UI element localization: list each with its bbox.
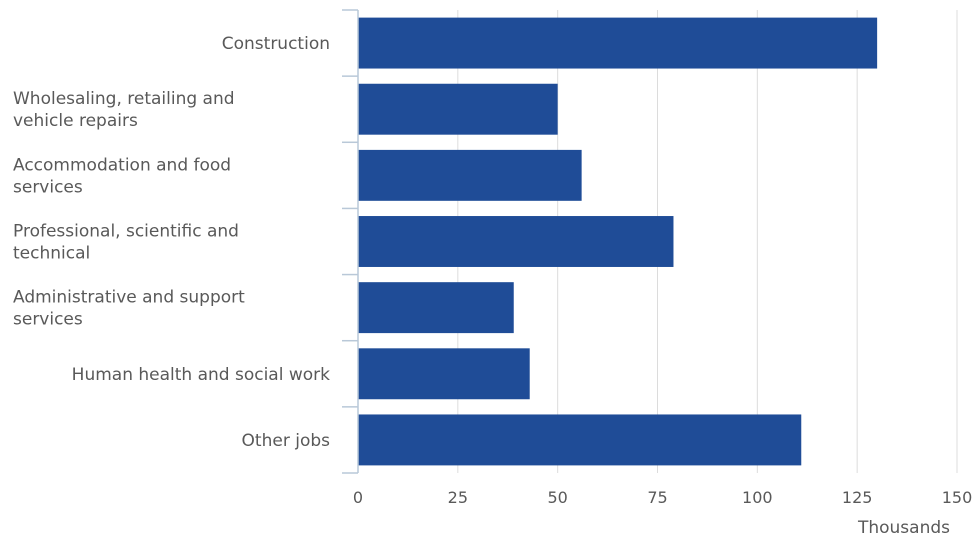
category-label-line: technical	[13, 244, 90, 264]
x-axis-title: Thousands	[857, 518, 950, 538]
category-labels: Construction Wholesaling, retailing and ve…	[13, 34, 330, 451]
category-label-line: services	[13, 177, 83, 197]
bar-4	[358, 216, 674, 267]
category-label-line: Administrative and support	[13, 288, 245, 308]
x-tick-label-0: 0	[353, 488, 363, 507]
x-tick-label-75: 75	[647, 488, 667, 507]
bar-5	[358, 282, 514, 334]
category-label-line: services	[13, 310, 83, 330]
category-label-line: Other jobs	[242, 431, 331, 451]
category-label-line: Wholesaling, retailing and	[13, 89, 235, 109]
bar-6	[358, 348, 530, 400]
category-label-line: Professional, scientific and	[13, 222, 239, 242]
y-axis	[342, 9, 359, 474]
category-label-6: Human health and social work	[72, 365, 330, 385]
x-tick-label-125: 125	[842, 488, 873, 507]
category-label-2: Wholesaling, retailing and vehicle repair…	[13, 89, 235, 131]
bar-1	[358, 17, 878, 69]
category-label-3: Accommodation and food services	[13, 155, 231, 197]
category-label-line: Construction	[222, 34, 330, 54]
x-axis-tick-labels: 0 25 50 75 100 125 150	[353, 488, 972, 507]
bar-2	[358, 83, 558, 135]
category-label-line: Accommodation and food	[13, 155, 231, 175]
x-tick-label-100: 100	[742, 488, 773, 507]
category-label-4: Professional, scientific and technical	[13, 222, 239, 264]
category-label-7: Other jobs	[242, 431, 331, 451]
bars	[358, 17, 878, 466]
bar-7	[358, 414, 802, 466]
category-label-line: vehicle repairs	[13, 111, 138, 131]
x-tick-label-150: 150	[942, 488, 973, 507]
x-tick-label-50: 50	[547, 488, 567, 507]
bar-3	[358, 149, 582, 201]
category-label-1: Construction	[222, 34, 330, 54]
category-label-line: Human health and social work	[72, 365, 330, 385]
x-tick-label-25: 25	[448, 488, 468, 507]
category-label-5: Administrative and support services	[13, 288, 245, 330]
